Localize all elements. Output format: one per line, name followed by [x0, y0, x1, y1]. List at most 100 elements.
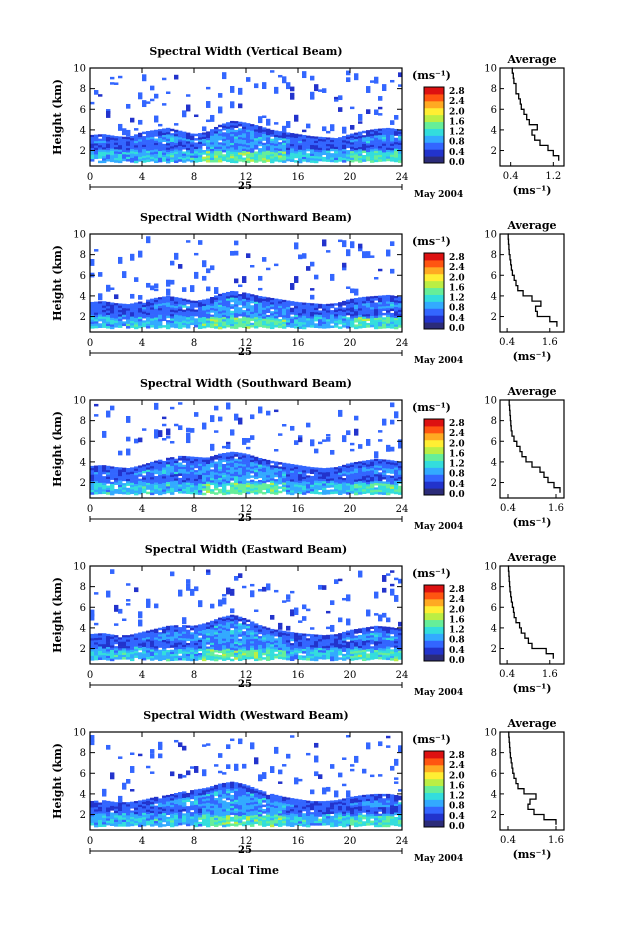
- heatmap-cell: [386, 146, 390, 149]
- heatmap-cell: [274, 656, 278, 659]
- heatmap-cell: [250, 652, 254, 655]
- heatmap-cell: [266, 460, 270, 463]
- heatmap-cell: [186, 458, 190, 461]
- heatmap-cell: [266, 658, 270, 661]
- heatmap-cell: [158, 645, 162, 648]
- heatmap-cell: [258, 645, 262, 648]
- heatmap-cell: [210, 456, 214, 459]
- heatmap-cell: [282, 126, 286, 129]
- heatmap-cell: [210, 472, 214, 475]
- heatmap-cell: [178, 482, 182, 485]
- heatmap-cell: [150, 475, 154, 478]
- heatmap-cell: [198, 133, 202, 136]
- heatmap-cell: [138, 648, 142, 651]
- heatmap-cell: [298, 472, 302, 475]
- heatmap-cell: [98, 640, 102, 643]
- heatmap-cell: [206, 479, 210, 482]
- heatmap-cell: [162, 301, 166, 304]
- heatmap-cell: [162, 636, 166, 639]
- heatmap-cell: [278, 480, 282, 483]
- heatmap-cell: [278, 473, 282, 476]
- heatmap-cell: [334, 656, 338, 659]
- heatmap-cell: [234, 315, 238, 318]
- heatmap-cell: [226, 470, 230, 473]
- heatmap-cell: [182, 625, 186, 628]
- heatmap-cell: [254, 297, 258, 300]
- heatmap-cell: [366, 480, 370, 483]
- heatmap-cell: [254, 319, 258, 322]
- heatmap-cell: [182, 113, 186, 116]
- heatmap-cell: [390, 295, 394, 298]
- heatmap-cell: [226, 468, 230, 471]
- heatmap-cell: [362, 131, 366, 134]
- heatmap-cell: [378, 298, 382, 301]
- heatmap-cell: [278, 308, 282, 311]
- heatmap-cell: [250, 265, 254, 268]
- heatmap-cell: [198, 653, 202, 656]
- heatmap-cell: [358, 461, 362, 464]
- heatmap-cell: [394, 147, 398, 150]
- heatmap-cell: [202, 313, 206, 316]
- heatmap-cell: [210, 323, 214, 326]
- heatmap-cell: [146, 465, 150, 468]
- heatmap-cell: [270, 465, 274, 468]
- heatmap-cell: [394, 307, 398, 310]
- heatmap-cell: [294, 633, 298, 636]
- heatmap-cell: [382, 152, 386, 155]
- heatmap-cell: [354, 135, 358, 138]
- heatmap-cell: [278, 155, 282, 158]
- heatmap-cell: [218, 320, 222, 323]
- x-tick-label: 16: [292, 338, 305, 349]
- heatmap-cell: [166, 302, 170, 305]
- heatmap-cell: [322, 313, 326, 316]
- heatmap-cell: [322, 648, 326, 651]
- heatmap-cell: [270, 70, 274, 73]
- heatmap-cell: [186, 643, 190, 646]
- heatmap-cell: [202, 462, 206, 465]
- heatmap-cell: [110, 287, 114, 290]
- heatmap-cell: [266, 478, 270, 481]
- heatmap-cell: [178, 629, 182, 632]
- heatmap-cell: [274, 475, 278, 478]
- heatmap-cell: [186, 313, 190, 316]
- heatmap-cell: [190, 465, 194, 468]
- heatmap-cell: [378, 318, 382, 321]
- heatmap-cell: [266, 491, 270, 494]
- heatmap-cell: [194, 145, 198, 148]
- heatmap-cell: [150, 323, 154, 326]
- heatmap-cell: [282, 651, 286, 654]
- heatmap-cell: [206, 636, 210, 639]
- heatmap-cell: [150, 321, 154, 324]
- heatmap-cell: [322, 490, 326, 493]
- heatmap-cell: [330, 450, 334, 453]
- heatmap-cell: [118, 150, 122, 153]
- heatmap-cell: [262, 310, 266, 313]
- heatmap-cell: [262, 461, 266, 464]
- heatmap-cell: [394, 490, 398, 493]
- heatmap-cell: [326, 655, 330, 658]
- heatmap-cell: [362, 306, 366, 309]
- heatmap-cell: [130, 476, 134, 479]
- heatmap-cell: [286, 159, 290, 162]
- heatmap-cell: [198, 468, 202, 471]
- heatmap-cell: [362, 253, 366, 256]
- heatmap-cell: [314, 485, 318, 488]
- heatmap-cell: [122, 273, 126, 276]
- heatmap-cell: [162, 131, 166, 134]
- heatmap-cell: [390, 155, 394, 158]
- heatmap-cell: [258, 157, 262, 160]
- heatmap-cell: [314, 152, 318, 155]
- heatmap-cell: [306, 136, 310, 139]
- heatmap-cell: [170, 314, 174, 317]
- heatmap-cell: [134, 491, 138, 494]
- heatmap-cell: [310, 321, 314, 324]
- heatmap-cell: [242, 453, 246, 456]
- heatmap-cell: [158, 149, 162, 152]
- colorbar-swatch: [424, 267, 444, 274]
- heatmap-cell: [94, 592, 98, 595]
- heatmap-cell: [330, 310, 334, 313]
- heatmap-cell: [142, 74, 146, 77]
- heatmap-cell: [182, 301, 186, 304]
- heatmap-cell: [294, 119, 298, 122]
- heatmap-cell: [346, 135, 350, 138]
